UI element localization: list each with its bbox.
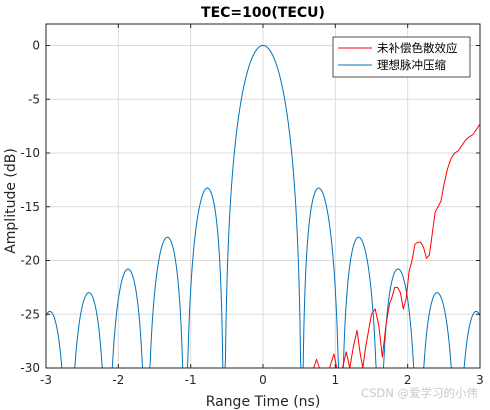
y-tick-label: -30 xyxy=(20,361,40,375)
x-tick-label: 3 xyxy=(476,373,484,387)
series-line-ideal xyxy=(45,45,481,369)
y-tick-label: -5 xyxy=(28,92,40,106)
x-tick-label: -3 xyxy=(40,373,52,387)
legend-label-ideal: 理想脉冲压缩 xyxy=(377,58,446,72)
x-tick-label: 1 xyxy=(332,373,340,387)
watermark: CSDN @爱学习的小伟 xyxy=(361,386,478,400)
x-axis-ticks: -3 -2 -1 0 1 2 3 xyxy=(40,24,484,387)
x-axis-label: Range Time (ns) xyxy=(206,394,321,410)
y-axis-ticks: 0 -5 -10 -15 -20 -25 -30 xyxy=(20,39,480,375)
x-tick-label: 0 xyxy=(259,373,267,387)
x-tick-label: -1 xyxy=(185,373,197,387)
series-line-uncompensated xyxy=(313,123,481,369)
x-tick-label: -2 xyxy=(112,373,124,387)
legend: 未补偿色散效应 理想脉冲压缩 xyxy=(332,36,471,78)
y-tick-label: -25 xyxy=(20,307,40,321)
y-axis-label: Amplitude (dB) xyxy=(3,148,19,254)
y-tick-label: -10 xyxy=(20,146,40,160)
x-tick-label: 2 xyxy=(404,373,412,387)
legend-box xyxy=(332,36,471,78)
y-tick-label: -15 xyxy=(20,200,40,214)
legend-label-uncompensated: 未补偿色散效应 xyxy=(377,41,458,55)
y-tick-label: -20 xyxy=(20,254,40,268)
y-tick-label: 0 xyxy=(32,39,40,53)
series-layer xyxy=(45,45,481,369)
chart-title: TEC=100(TECU) xyxy=(201,5,325,21)
